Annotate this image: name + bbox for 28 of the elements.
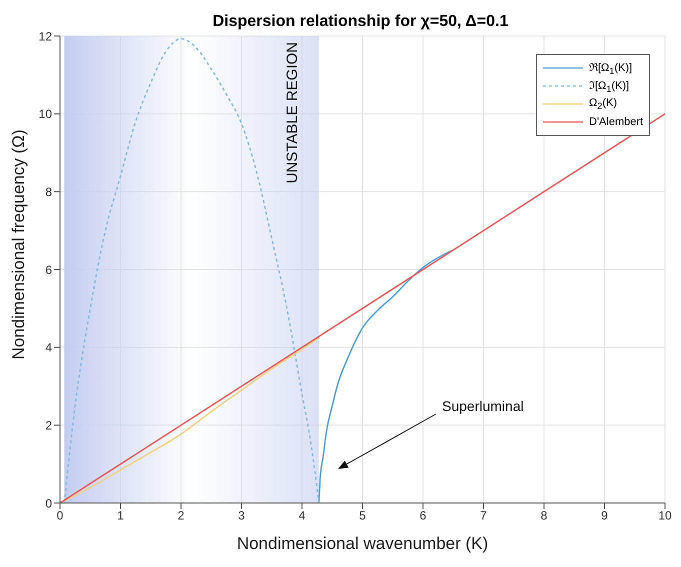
x-axis-title: Nondimensional wavenumber (K) bbox=[236, 534, 488, 553]
x-tick-label: 3 bbox=[238, 508, 246, 523]
legend-label: Ω$_{2}$(K) bbox=[589, 96, 617, 112]
y-tick-label: 12 bbox=[38, 29, 52, 44]
legend-label: ℜ[Ω$_{1}$(K)] bbox=[589, 61, 632, 77]
legend-label: D'Alembert bbox=[589, 116, 644, 128]
x-tick-label: 4 bbox=[298, 508, 306, 523]
x-tick-label: 7 bbox=[480, 508, 488, 523]
y-tick-label: 6 bbox=[45, 262, 52, 277]
x-tick-label: 2 bbox=[178, 508, 185, 523]
y-tick-label: 8 bbox=[45, 184, 52, 199]
x-tick-label: 1 bbox=[117, 508, 124, 523]
y-tick-label: 0 bbox=[45, 496, 52, 510]
x-tick-label: 6 bbox=[420, 508, 427, 523]
x-tick-label: 5 bbox=[359, 508, 366, 523]
y-tick-label: 10 bbox=[38, 107, 52, 122]
chart-title: Dispersion relationship for χ=50, Δ=0.1 bbox=[212, 13, 508, 30]
y-tick-label: 2 bbox=[45, 418, 52, 432]
x-tick-label: 0 bbox=[56, 508, 64, 523]
x-tick-label: 10 bbox=[658, 508, 672, 523]
annotation: Superluminal bbox=[442, 398, 524, 414]
y-tick-label: 4 bbox=[45, 340, 52, 355]
legend-label: ℑ[Ω$_{1}$(K)] bbox=[589, 79, 630, 95]
line-series bbox=[64, 336, 320, 502]
band-label: UNSTABLE REGION bbox=[284, 42, 301, 184]
x-tick-label: 8 bbox=[540, 508, 548, 523]
x-tick-label: 9 bbox=[601, 508, 608, 523]
y-axis-title: Nondimensional frequency (Ω) bbox=[9, 129, 28, 360]
